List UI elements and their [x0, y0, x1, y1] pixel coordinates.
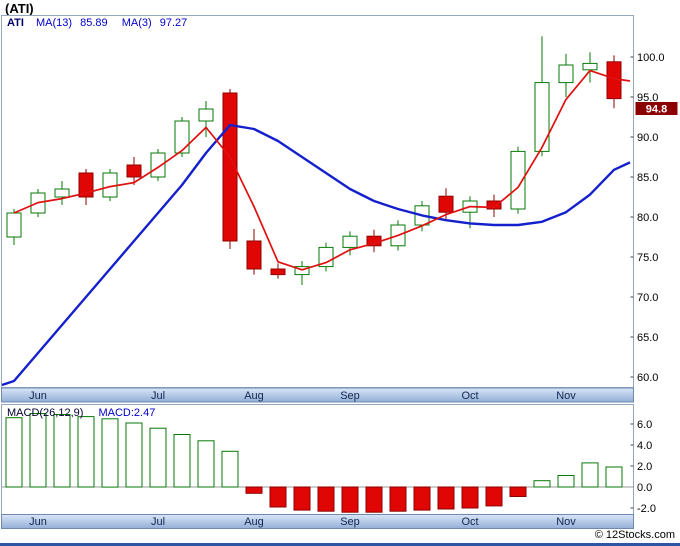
price-tick-label: 75.0	[637, 252, 658, 264]
symbol-label: ATI	[7, 17, 24, 29]
macd-bar	[53, 414, 71, 488]
ma-slow-value: 85.89	[80, 17, 108, 29]
month-label: Jul	[151, 516, 165, 528]
price-tick-label: 60.0	[637, 372, 658, 384]
candle	[438, 188, 454, 221]
macd-bar	[317, 486, 335, 512]
macd-bar	[533, 480, 551, 488]
macd-bar	[557, 475, 575, 488]
candle	[246, 229, 262, 275]
macd-bar	[221, 450, 239, 488]
price-tick-label: 65.0	[637, 332, 658, 344]
last-price-badge: 94.8	[635, 102, 678, 116]
macd-bar	[101, 418, 119, 488]
macd-bar	[605, 466, 623, 488]
ma-fast-value: 97.27	[159, 17, 188, 29]
price-tick-label: 95.0	[637, 92, 658, 104]
candle	[510, 146, 526, 214]
macd-bar	[413, 486, 431, 511]
price-tick-label: 90.0	[637, 132, 658, 144]
macd-bar	[389, 486, 407, 512]
macd-value-label: MACD:2.47	[98, 407, 156, 419]
price-chart: Jun Jul Aug Sep Oct Nov 100.0 95.0 90.0 85.0 80.0 7…	[1, 15, 678, 403]
bottom-border	[0, 543, 680, 546]
month-label: Nov	[556, 390, 576, 402]
macd-bar	[341, 486, 359, 513]
month-axis: Jun Jul Aug Sep Oct Nov	[29, 390, 576, 402]
macd-bar	[365, 486, 383, 513]
candle	[534, 36, 550, 157]
candle	[342, 231, 358, 256]
macd-bar	[149, 427, 167, 488]
macd-tick-label: 6.0	[637, 419, 652, 431]
price-axis: 100.0 95.0 90.0 85.0 80.0 75.0 70.0 65.0 60.0	[630, 52, 665, 384]
page-title: (ATI)	[5, 1, 34, 16]
ma3-line	[13, 69, 631, 271]
month-label: Jun	[29, 390, 47, 402]
candle	[126, 157, 142, 185]
macd-chart: Jun Jul Aug Sep Oct Nov 6.0 4.0 2.0 0.0 -2.0	[1, 404, 656, 529]
candle	[318, 242, 334, 272]
macd-tick-label: -2.0	[637, 503, 656, 515]
macd-axis: 6.0 4.0 2.0 0.0 -2.0	[630, 419, 656, 515]
macd-tick-label: 0.0	[637, 482, 652, 494]
candle	[6, 209, 22, 245]
candle	[102, 169, 118, 201]
price-plot-area	[1, 15, 634, 388]
macd-bars-group	[5, 413, 623, 513]
macd-params-label: MACD(26,12,9)	[7, 407, 84, 419]
month-label: Oct	[461, 390, 478, 402]
month-label: Aug	[244, 516, 264, 528]
month-band	[1, 387, 634, 403]
macd-bar	[5, 417, 23, 488]
price-tick-label: 80.0	[637, 212, 658, 224]
macd-bar	[77, 416, 95, 488]
macd-tick-label: 4.0	[637, 440, 652, 452]
candle	[78, 169, 94, 205]
candle	[486, 194, 502, 217]
month-label: Sep	[340, 390, 360, 402]
macd-bar	[197, 440, 215, 488]
macd-bar	[581, 462, 599, 488]
month-label: Jul	[151, 390, 165, 402]
ma13-line	[1, 123, 631, 387]
macd-bar	[293, 486, 311, 511]
ma-slow-label: MA(13)	[35, 17, 73, 29]
svg-text:94.8: 94.8	[646, 104, 667, 116]
macd-bar	[509, 486, 527, 497]
month-axis: Jun Jul Aug Sep Oct Nov	[29, 516, 576, 528]
macd-legend: MACD(26,12,9) MACD:2.47	[7, 407, 155, 419]
month-label: Jun	[29, 516, 47, 528]
candle	[54, 181, 70, 205]
candle	[606, 55, 622, 109]
macd-bar	[173, 434, 191, 488]
month-band	[1, 514, 634, 529]
price-tick-label: 70.0	[637, 292, 658, 304]
candle	[270, 263, 286, 279]
candle	[150, 149, 166, 181]
macd-bar	[125, 422, 143, 488]
price-tick-label: 100.0	[637, 52, 665, 64]
source-watermark: © 12Stocks.com	[594, 529, 675, 541]
candle	[558, 53, 574, 97]
ma-fast-label: MA(3)	[121, 17, 152, 29]
macd-bar	[269, 486, 287, 508]
macd-bar	[485, 486, 503, 507]
macd-bar	[245, 486, 263, 494]
macd-tick-label: 2.0	[637, 461, 652, 473]
price-tick-label: 85.0	[637, 172, 658, 184]
candle	[174, 117, 190, 157]
month-label: Aug	[244, 390, 264, 402]
candle	[198, 101, 214, 137]
month-label: Sep	[340, 516, 360, 528]
candles-group	[6, 36, 622, 285]
month-label: Nov	[556, 516, 576, 528]
month-label: Oct	[461, 516, 478, 528]
price-chart-legend: ATI MA(13) 85.89 MA(3) 97.27	[7, 17, 198, 29]
macd-bar	[461, 486, 479, 509]
macd-bar	[29, 413, 47, 488]
macd-bar	[437, 486, 455, 510]
